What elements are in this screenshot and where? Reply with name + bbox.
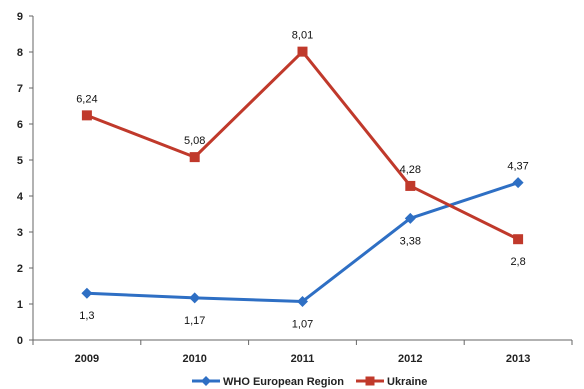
legend-square-marker bbox=[365, 376, 375, 386]
data-point-square bbox=[513, 234, 524, 245]
series-line-1 bbox=[86, 181, 519, 303]
legend-label: Ukraine bbox=[387, 376, 427, 388]
y-tick-label: 0 bbox=[17, 335, 23, 347]
y-tick-label: 1 bbox=[17, 299, 23, 311]
data-label: 2,8 bbox=[510, 256, 525, 268]
data-point-square bbox=[297, 46, 308, 57]
data-label: 5,08 bbox=[184, 135, 205, 147]
y-ticks: 0 1 2 3 4 5 6 7 8 9 bbox=[17, 11, 33, 347]
data-label: 8,01 bbox=[292, 30, 313, 42]
data-point-diamond bbox=[297, 295, 308, 307]
y-tick-label: 6 bbox=[17, 119, 23, 131]
x-tick-label: 2010 bbox=[182, 353, 206, 365]
axes bbox=[32, 16, 572, 341]
data-point-diamond bbox=[512, 177, 524, 189]
series-line-2 bbox=[86, 50, 519, 241]
y-tick-label: 2 bbox=[17, 263, 23, 275]
data-point-square bbox=[405, 180, 416, 191]
data-label: 1,07 bbox=[292, 318, 313, 330]
data-point-diamond bbox=[189, 292, 201, 304]
y-tick-label: 7 bbox=[17, 83, 23, 95]
data-label: 4,37 bbox=[507, 161, 528, 173]
data-point-diamond bbox=[404, 212, 416, 224]
data-label: 3,38 bbox=[400, 235, 421, 247]
legend: WHO European Region Ukraine bbox=[192, 376, 427, 388]
data-point-square bbox=[189, 152, 200, 163]
x-tick-label: 2011 bbox=[291, 353, 315, 365]
data-point-square bbox=[81, 110, 92, 121]
x-tick-label: 2013 bbox=[506, 353, 530, 365]
data-label: 4,28 bbox=[400, 164, 421, 176]
legend-diamond-marker bbox=[201, 376, 211, 386]
x-ticks: 2009 2010 2011 2012 2013 bbox=[32, 340, 573, 365]
series-layer bbox=[81, 46, 524, 307]
y-tick-label: 4 bbox=[17, 191, 24, 203]
data-point-diamond bbox=[81, 287, 93, 299]
y-tick-label: 5 bbox=[17, 155, 23, 167]
x-tick-label: 2009 bbox=[75, 353, 99, 365]
data-label: 1,17 bbox=[184, 315, 205, 327]
y-tick-label: 8 bbox=[17, 47, 23, 59]
data-label: 1,3 bbox=[79, 310, 94, 322]
legend-label: WHO European Region bbox=[223, 376, 344, 388]
data-label: 6,24 bbox=[76, 93, 97, 105]
y-tick-label: 3 bbox=[17, 227, 23, 239]
y-tick-label: 9 bbox=[17, 11, 23, 23]
x-tick-label: 2012 bbox=[398, 353, 422, 365]
data-labels: 1,3 1,17 1,07 3,38 4,37 6,24 5,08 8,01 4,28 2,8 bbox=[76, 30, 529, 331]
